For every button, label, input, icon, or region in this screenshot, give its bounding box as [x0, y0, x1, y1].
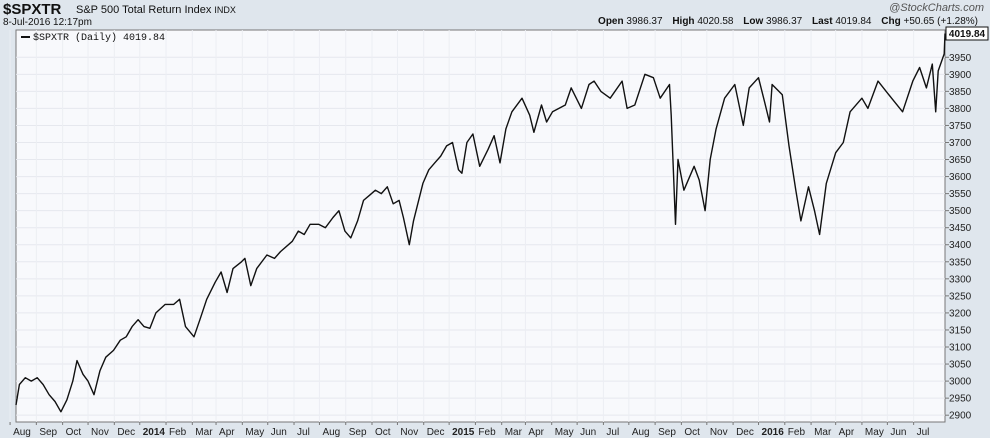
- x-tick-label: Dec: [736, 427, 754, 438]
- open-value: 3986.37: [626, 16, 663, 27]
- ohlc-readout: Open 3986.37 High 4020.58 Low 3986.37 La…: [598, 16, 978, 27]
- y-tick-label: 3850: [949, 87, 972, 98]
- high-label: High: [672, 16, 695, 27]
- x-tick-label: Aug: [13, 427, 31, 438]
- x-tick-label: 2015: [452, 427, 475, 438]
- last-value-marker: 4019.84: [945, 26, 989, 41]
- y-tick-label: 3250: [949, 291, 972, 302]
- x-tick-label: 2014: [143, 427, 166, 438]
- x-tick-label: Sep: [658, 427, 676, 438]
- x-tick-label: Nov: [400, 427, 418, 438]
- plot-area: [15, 29, 946, 423]
- index-name: S&P 500 Total Return Index INDX: [76, 4, 236, 16]
- last-value-tag: 4019.84: [949, 29, 986, 40]
- x-tick-label: May: [865, 427, 884, 438]
- grid: [9, 30, 945, 422]
- x-tick-label: Mar: [814, 427, 832, 438]
- y-tick-label: 3750: [949, 121, 972, 132]
- x-tick-label: Jun: [271, 427, 287, 438]
- x-tick-label: Sep: [349, 427, 367, 438]
- y-tick-label: 3450: [949, 223, 972, 234]
- y-tick-label: 3950: [949, 53, 972, 64]
- y-tick-label: 3700: [949, 138, 972, 149]
- low-value: 3986.37: [766, 16, 803, 27]
- x-tick-label: May: [245, 427, 264, 438]
- x-tick-label: Apr: [219, 427, 235, 438]
- x-tick-label: May: [555, 427, 574, 438]
- x-tick-label: Jul: [917, 427, 930, 438]
- last-label: Last: [811, 16, 833, 27]
- x-tick-label: Apr: [839, 427, 855, 438]
- y-tick-label: 3350: [949, 257, 972, 268]
- last-value-box: [945, 26, 989, 41]
- x-tick-label: Dec: [117, 427, 135, 438]
- x-tick-label: Oct: [66, 427, 82, 438]
- x-tick-label: Feb: [478, 427, 496, 438]
- x-tick-label: Aug: [632, 427, 650, 438]
- y-tick-label: 3050: [949, 360, 972, 371]
- x-tick-label: Apr: [528, 427, 544, 438]
- x-axis: Aug Sep Oct Nov Dec 2014 Feb Mar Apr May Jun Jul Aug…: [9, 422, 930, 438]
- index-full-name: S&P 500 Total Return Index: [76, 4, 212, 16]
- x-tick-label: Oct: [375, 427, 391, 438]
- x-tick-label: Mar: [195, 427, 213, 438]
- x-tick-label: Jul: [606, 427, 619, 438]
- x-tick-label: Feb: [788, 427, 806, 438]
- open-label: Open: [598, 16, 624, 27]
- y-tick-label: 3800: [949, 104, 972, 115]
- x-tick-label: Jun: [580, 427, 596, 438]
- brand-logo[interactable]: @StockCharts.com: [889, 2, 984, 14]
- y-tick-label: 3200: [949, 308, 972, 319]
- high-value: 4020.58: [697, 16, 734, 27]
- legend: $SPXTR (Daily) 4019.84: [21, 32, 165, 44]
- y-tick-label: 3900: [949, 70, 972, 81]
- exchange-code: INDX: [214, 5, 236, 15]
- y-tick-label: 3500: [949, 206, 972, 217]
- x-tick-label: Nov: [91, 427, 109, 438]
- timestamp: 8-Jul-2016 12:17pm: [3, 17, 92, 28]
- x-tick-label: Feb: [169, 427, 187, 438]
- x-tick-label: Jul: [297, 427, 310, 438]
- x-tick-label: Aug: [322, 427, 340, 438]
- chg-value: +50.65 (+1.28%): [903, 16, 979, 27]
- chg-label: Chg: [881, 16, 901, 27]
- y-tick-label: 3300: [949, 274, 972, 285]
- y-tick-label: 3400: [949, 240, 972, 251]
- y-tick-label: 2950: [949, 394, 972, 405]
- low-label: Low: [743, 16, 764, 27]
- y-tick-label: 3650: [949, 155, 972, 166]
- y-tick-label: 3600: [949, 172, 972, 183]
- y-tick-label: 3000: [949, 377, 972, 388]
- y-tick-label: 3550: [949, 189, 972, 200]
- x-tick-label: Mar: [505, 427, 523, 438]
- x-tick-label: Dec: [427, 427, 445, 438]
- legend-label: $SPXTR (Daily) 4019.84: [33, 32, 165, 44]
- chart-header: $SPXTR S&P 500 Total Return Index INDX 8…: [0, 0, 990, 30]
- symbol-title: $SPXTR: [3, 1, 62, 18]
- x-tick-label: Nov: [710, 427, 728, 438]
- price-line: [15, 33, 946, 413]
- y-tick-label: 3150: [949, 325, 972, 336]
- y-tick-label: 2900: [949, 411, 972, 422]
- y-axis: 2900 2950 3000 3050 3100 3150 3200 3250 3300 3350…: [945, 53, 972, 422]
- x-tick-label: 2016: [762, 427, 785, 438]
- x-tick-label: Sep: [39, 427, 57, 438]
- x-tick-label: Oct: [684, 427, 700, 438]
- y-tick-label: 3100: [949, 343, 972, 354]
- x-tick-label: Jun: [890, 427, 906, 438]
- last-value: 4019.84: [835, 16, 872, 27]
